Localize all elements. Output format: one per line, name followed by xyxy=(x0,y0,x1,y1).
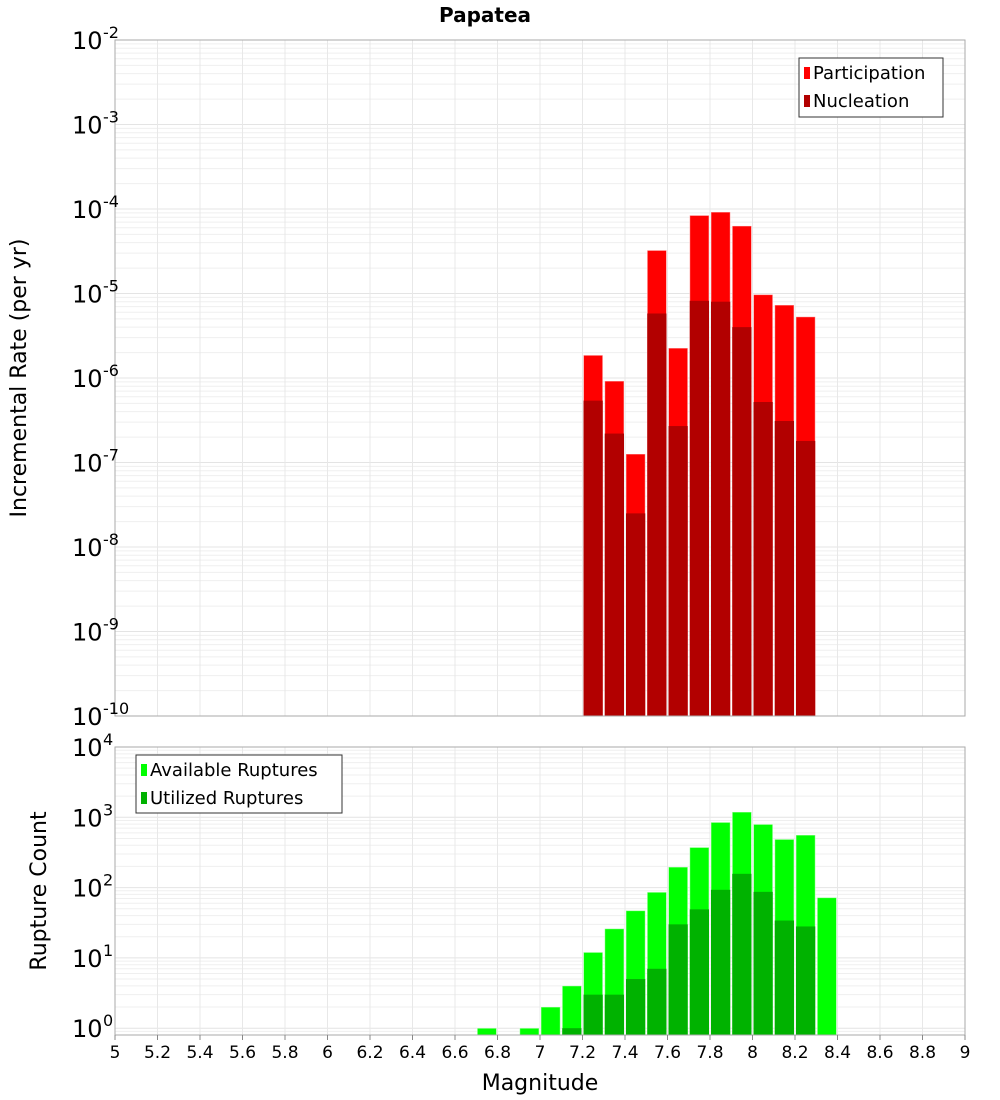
x-tick-label: 8 xyxy=(747,1043,758,1063)
x-tick-label: 6.4 xyxy=(399,1043,426,1063)
bar-nucleation xyxy=(583,400,603,716)
bar-nucleation xyxy=(689,300,709,716)
legend-box xyxy=(135,754,343,814)
x-tick-label: 5.4 xyxy=(186,1043,213,1063)
x-axis-label: Magnitude xyxy=(482,1071,599,1096)
bar-utilized-ruptures xyxy=(583,994,603,1035)
legend-label: Utilized Ruptures xyxy=(150,788,303,809)
bar-utilized-ruptures xyxy=(604,994,624,1035)
y-tick-exponent: -8 xyxy=(103,530,119,549)
y-tick-exponent: -10 xyxy=(103,699,129,718)
y-tick-exponent: 2 xyxy=(103,871,113,890)
bar-utilized-ruptures xyxy=(647,968,667,1035)
y-tick-exponent: 3 xyxy=(103,800,113,819)
legend-swatch xyxy=(804,95,810,107)
bar-nucleation xyxy=(753,401,773,716)
x-tick-label: 7.6 xyxy=(654,1043,681,1063)
bar-nucleation xyxy=(774,420,794,716)
bar-utilized-ruptures xyxy=(774,920,794,1035)
x-tick-label: 6.8 xyxy=(484,1043,511,1063)
bar-available-ruptures xyxy=(476,1027,497,1036)
bar-utilized-ruptures xyxy=(562,1028,582,1035)
bottom-y-axis-label: Rupture Count xyxy=(27,811,52,971)
legend-swatch xyxy=(804,67,810,79)
y-tick-label: 10 xyxy=(72,734,103,762)
y-tick-exponent: -3 xyxy=(103,108,119,127)
legend-label: Participation xyxy=(813,63,925,84)
y-tick-exponent: -4 xyxy=(103,192,119,211)
y-tick-exponent: 1 xyxy=(103,941,113,960)
bar-nucleation xyxy=(604,433,624,716)
legend-label: Available Ruptures xyxy=(150,760,318,781)
x-tick-label: 7.8 xyxy=(696,1043,723,1063)
y-tick-exponent: 0 xyxy=(103,1011,113,1030)
y-tick-label: 10 xyxy=(72,365,103,393)
bar-utilized-ruptures xyxy=(668,924,688,1035)
bar-utilized-ruptures xyxy=(753,891,773,1035)
x-tick-label: 6.6 xyxy=(441,1043,468,1063)
y-tick-exponent: -9 xyxy=(103,615,119,634)
x-tick-label: 5.6 xyxy=(229,1043,256,1063)
bar-nucleation xyxy=(796,440,816,716)
y-tick-label: 10 xyxy=(72,281,103,309)
y-tick-label: 10 xyxy=(72,804,103,832)
chart-title: Papatea xyxy=(439,3,531,27)
x-tick-label: 9 xyxy=(960,1043,971,1063)
y-tick-exponent: -6 xyxy=(103,361,119,380)
bar-nucleation xyxy=(647,313,667,716)
x-tick-label: 7 xyxy=(535,1043,546,1063)
y-tick-label: 10 xyxy=(72,112,103,140)
y-tick-label: 10 xyxy=(72,875,103,903)
x-tick-label: 8.2 xyxy=(781,1043,808,1063)
bar-nucleation xyxy=(711,301,731,716)
y-tick-label: 10 xyxy=(72,450,103,478)
top-y-axis-label: Incremental Rate (per yr) xyxy=(7,239,32,518)
bar-nucleation xyxy=(668,426,688,716)
x-tick-label: 7.4 xyxy=(611,1043,638,1063)
bar-available-ruptures xyxy=(816,897,837,1036)
bar-available-ruptures xyxy=(519,1027,540,1036)
x-tick-label: 8.6 xyxy=(866,1043,893,1063)
x-tick-label: 8.8 xyxy=(909,1043,936,1063)
bar-nucleation xyxy=(626,513,646,716)
y-tick-label: 10 xyxy=(72,619,103,647)
bar-utilized-ruptures xyxy=(732,873,752,1035)
y-tick-exponent: 4 xyxy=(103,730,113,749)
x-tick-label: 5.8 xyxy=(271,1043,298,1063)
y-tick-label: 10 xyxy=(72,27,103,55)
x-tick-label: 5 xyxy=(110,1043,121,1063)
y-tick-exponent: -5 xyxy=(103,277,119,296)
bar-available-ruptures xyxy=(540,1006,561,1036)
legend-swatch xyxy=(141,764,147,776)
x-tick-label: 8.4 xyxy=(824,1043,851,1063)
legend-box xyxy=(798,57,944,118)
y-tick-label: 10 xyxy=(72,1015,103,1043)
bar-nucleation xyxy=(732,327,752,716)
legend-swatch xyxy=(141,792,147,804)
x-tick-label: 5.2 xyxy=(144,1043,171,1063)
y-tick-label: 10 xyxy=(72,945,103,973)
top-plot: 10-210-310-410-510-610-710-810-910 -10Par… xyxy=(72,23,966,731)
x-tick-label: 6.2 xyxy=(356,1043,383,1063)
x-tick-label: 6 xyxy=(322,1043,333,1063)
bar-available-ruptures xyxy=(561,985,582,1036)
x-tick-label: 7.2 xyxy=(569,1043,596,1063)
y-tick-label: 10 xyxy=(72,703,103,731)
y-tick-exponent: -2 xyxy=(103,23,119,42)
bar-utilized-ruptures xyxy=(796,926,816,1035)
y-tick-exponent: -7 xyxy=(103,446,119,465)
bar-utilized-ruptures xyxy=(689,909,709,1035)
y-tick-label: 10 xyxy=(72,534,103,562)
legend-label: Nucleation xyxy=(813,91,909,112)
bar-utilized-ruptures xyxy=(626,979,646,1035)
y-tick-label: 10 xyxy=(72,196,103,224)
plot-frame xyxy=(114,39,966,717)
bar-utilized-ruptures xyxy=(711,889,731,1035)
